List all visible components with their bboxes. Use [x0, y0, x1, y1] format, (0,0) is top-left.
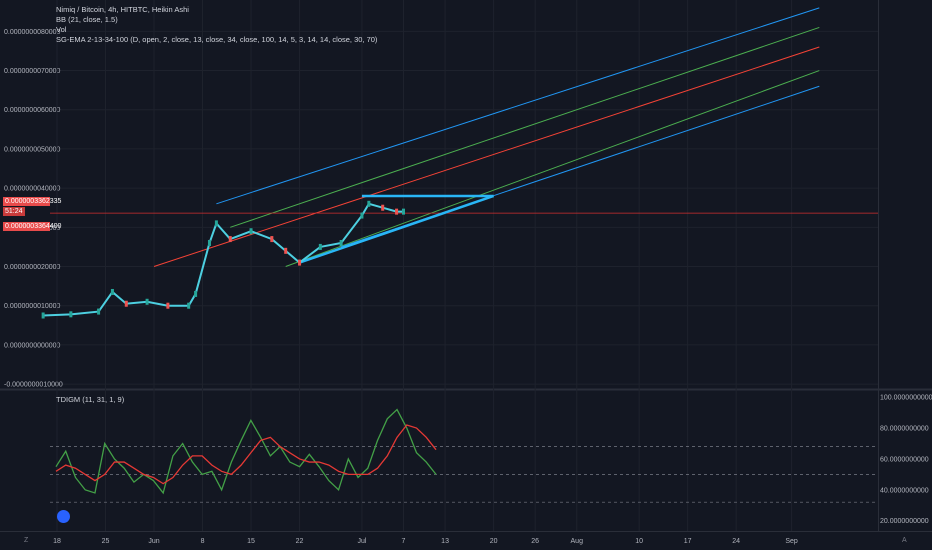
heikin-ashi-candle — [367, 200, 371, 207]
heikin-ashi-candle — [249, 228, 253, 235]
osc-y-tick-label: 100.0000000000 — [880, 395, 932, 402]
heikin-ashi-candle — [381, 204, 385, 211]
heikin-ashi-candle — [110, 288, 114, 295]
y-tick-label: 0.0000000000000 — [4, 342, 61, 349]
y-tick-label: 0.0000000040000 — [4, 186, 61, 193]
x-tick-label: 8 — [201, 538, 205, 545]
osc-series-line — [55, 408, 437, 495]
y-tick-label: 0.0000000070000 — [4, 68, 61, 75]
x-tick-label: Aug — [571, 538, 584, 545]
heikin-ashi-candle — [395, 208, 399, 215]
x-tick-label: 22 — [296, 538, 304, 545]
y-tick-label: 0.0000000020000 — [4, 264, 61, 271]
osc-y-tick-label: 40.0000000000 — [880, 487, 929, 494]
oscillator-legend[interactable]: TDIGM (11, 31, 1, 9) — [56, 395, 125, 404]
channel-line — [153, 46, 820, 267]
countdown-tag: 51:24 — [3, 207, 25, 216]
heikin-ashi-candle — [228, 236, 232, 243]
heikin-ashi-candle — [145, 298, 149, 305]
y-tick-label: 0.0000000010000 — [4, 303, 61, 310]
triangle-bottom-line — [299, 194, 494, 264]
x-tick-label: 18 — [53, 538, 61, 545]
x-tick-label: 26 — [531, 538, 539, 545]
vol-legend[interactable]: Vol — [56, 25, 67, 34]
heikin-ashi-candle — [166, 302, 170, 309]
heikin-ashi-candle — [194, 290, 198, 297]
heikin-ashi-candle — [270, 236, 274, 243]
osc-y-tick-label: 80.0000000000 — [880, 426, 929, 433]
heikin-ashi-candle — [207, 239, 211, 246]
x-tick-label: Jun — [148, 538, 159, 545]
tradingview-logo-icon[interactable] — [57, 510, 70, 523]
y-tick-label: 0.0000000080000 — [4, 29, 61, 36]
channel-line — [216, 7, 820, 205]
channel-line — [230, 26, 820, 228]
heikin-ashi-candle — [41, 312, 45, 319]
current-price-tag: 0.0000003362335 — [3, 197, 62, 206]
second-price-tag: 0.0000003364400 — [3, 222, 62, 231]
x-tick-label: Sep — [785, 538, 798, 545]
heikin-ashi-candle — [284, 247, 288, 254]
heikin-ashi-candle — [402, 208, 405, 215]
y-tick-label: 0.0000000050000 — [4, 146, 61, 153]
heikin-ashi-candle — [97, 308, 101, 315]
heikin-ashi-candle — [339, 239, 343, 246]
y-tick-label: 0.0000000060000 — [4, 107, 61, 114]
x-tick-label: 25 — [102, 538, 110, 545]
price-line — [43, 202, 404, 317]
x-tick-label: 24 — [732, 538, 740, 545]
x-tick-label: Jul — [357, 538, 366, 545]
x-tick-label: 10 — [635, 538, 643, 545]
heikin-ashi-candle — [124, 300, 128, 307]
osc-y-tick-label: 60.0000000000 — [880, 456, 929, 463]
timezone-corner[interactable]: Z — [24, 537, 29, 544]
heikin-ashi-candle — [318, 243, 322, 250]
heikin-ashi-candle — [214, 220, 218, 227]
x-tick-label: 15 — [247, 538, 255, 545]
symbol-legend[interactable]: Nimiq / Bitcoin, 4h, HITBTC, Heikin Ashi — [56, 5, 189, 14]
x-tick-label: 7 — [402, 538, 406, 545]
heikin-ashi-candle — [187, 302, 191, 309]
osc-series-line — [55, 424, 437, 485]
sgema-legend[interactable]: SG-EMA 2-13-34-100 (D, open, 2, close, 1… — [56, 35, 378, 44]
channel-line — [285, 70, 820, 267]
heikin-ashi-candle — [298, 259, 302, 266]
y-tick-label: -0.0000000010000 — [4, 382, 63, 389]
heikin-ashi-candle — [69, 311, 73, 318]
osc-y-tick-label: 20.0000000000 — [880, 518, 929, 525]
auto-scale-button[interactable]: A — [902, 537, 907, 544]
x-tick-label: 13 — [441, 538, 449, 545]
x-tick-label: 20 — [490, 538, 498, 545]
heikin-ashi-candle — [360, 212, 364, 219]
bb-legend[interactable]: BB (21, close, 1.5) — [56, 15, 118, 24]
x-tick-label: 17 — [684, 538, 692, 545]
